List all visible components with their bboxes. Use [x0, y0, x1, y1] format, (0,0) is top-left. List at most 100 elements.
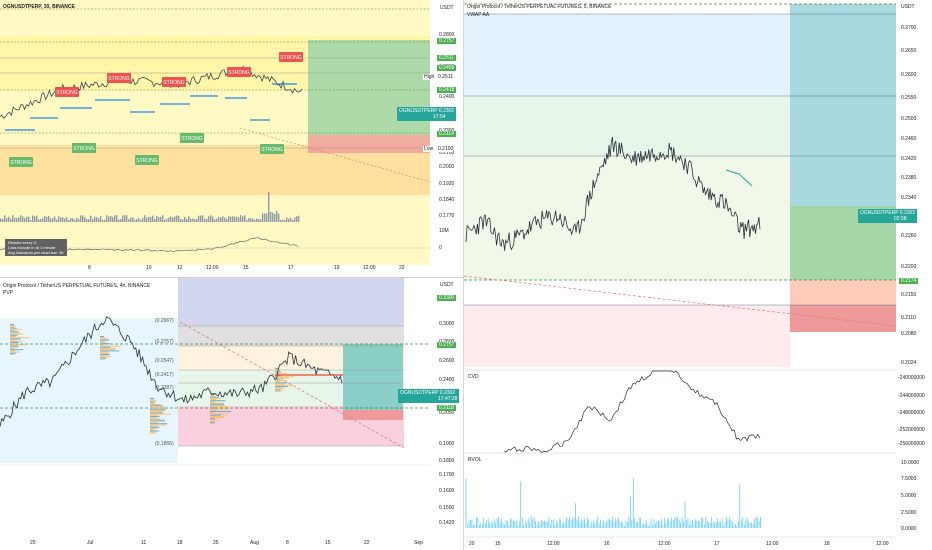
volume-bar — [258, 219, 260, 222]
volume-bar — [184, 216, 186, 222]
volume-bar — [28, 216, 30, 222]
profile-bar — [100, 351, 109, 353]
axis-currency: USDT — [901, 4, 915, 10]
profile-bar — [100, 355, 109, 357]
volume-bar — [164, 219, 166, 222]
volume-bar — [188, 216, 190, 222]
profile-bar — [150, 424, 167, 426]
profile-bar — [100, 342, 107, 343]
profile-bar — [275, 386, 288, 387]
volume-bar — [116, 215, 118, 222]
profile-bar — [210, 419, 218, 421]
volume-bar — [14, 217, 16, 222]
profile-bar — [210, 405, 225, 406]
profile-bar — [10, 330, 16, 331]
volume-bar — [160, 216, 162, 222]
cvd-line — [503, 370, 761, 453]
volume-bar — [0, 218, 2, 222]
profile-bar — [210, 400, 226, 402]
price-axis-tag: 0.2511 — [437, 55, 456, 61]
volume-bar — [62, 217, 64, 222]
price-axis-tag: 0.2757 — [437, 342, 457, 348]
price-tick: 0.2110 — [901, 315, 916, 321]
price-axis-tag: 0.2757 — [437, 38, 457, 44]
rvol-tick: 7.5000 — [901, 476, 917, 482]
cvd-tick: -240000000 — [898, 375, 925, 381]
profile-bar — [275, 376, 295, 378]
profile-bar — [100, 349, 115, 351]
time-tick: 12:00 — [876, 541, 889, 547]
time-tick: 15 — [495, 541, 501, 547]
price-axis-tag: 0.2418 — [437, 87, 457, 93]
volume-bar — [270, 211, 272, 222]
strong-buy-text: STRONG — [136, 158, 158, 164]
profile-bar — [210, 411, 232, 412]
volume-bar — [82, 215, 84, 222]
price-tick: 0.2650 — [901, 48, 917, 54]
volume-bar — [268, 192, 270, 222]
price-axis-tag: 0.2458 — [437, 65, 457, 71]
time-tick: 22 — [399, 265, 405, 271]
volume-bar — [148, 216, 150, 222]
volume-bar — [292, 219, 294, 222]
info-line: Loss include in at 1 minute — [8, 245, 56, 250]
price-tag-symbol: OGNUSDTPERP — [399, 108, 438, 114]
profile-bar — [100, 340, 105, 342]
profile-bar — [10, 340, 23, 342]
profile-bar — [150, 416, 160, 417]
top-left-chart[interactable]: STRONG STRONG STRONG STRONG STRONG STRONG STR… — [0, 0, 463, 277]
bottom-left-chart[interactable]: Origin Protocol / TetherUS PERPETUAL FUT… — [0, 278, 463, 550]
price-tag-time: 17:54 — [433, 114, 446, 120]
volume-bar — [112, 217, 114, 222]
price-tag-time: 02:58 — [894, 216, 907, 222]
price-tick: 0.2700 — [901, 25, 917, 31]
volume-bar — [144, 215, 146, 222]
volume-bar — [254, 219, 256, 222]
volume-bar — [6, 218, 8, 222]
right-chart[interactable]: Origin Protocol / TetherUS PERPETUAL FUT… — [464, 0, 932, 550]
volume-bar — [70, 218, 72, 222]
volume-bar — [264, 213, 266, 222]
panel-divider-horizontal[interactable] — [0, 277, 463, 278]
volume-bar — [294, 217, 296, 222]
volume-bar — [106, 215, 108, 222]
profile-bar — [150, 405, 163, 407]
volume-profile — [10, 324, 295, 434]
profile-bar — [150, 412, 163, 414]
rvol-tick: 0.0000 — [901, 526, 917, 532]
profile-bar — [210, 415, 225, 417]
strong-sell-text: STRONG — [108, 76, 130, 82]
volume-bar — [180, 219, 182, 222]
profile-bar — [210, 413, 230, 415]
indicator-name: VWAP AA — [467, 12, 490, 18]
price-tick: 0.2380 — [901, 175, 917, 181]
price-axis-tag: 0.2174 — [899, 278, 919, 284]
price-tick: 0.2260 — [901, 233, 917, 239]
volume-bar — [166, 218, 168, 222]
panel-divider-vertical[interactable] — [463, 0, 464, 550]
volume-bar — [36, 215, 38, 222]
volume-bar — [90, 215, 92, 222]
time-tick: 15 — [243, 265, 249, 271]
volume-bar — [224, 217, 226, 222]
strong-buy-text: STRONG — [181, 136, 203, 142]
profile-bar — [210, 406, 229, 408]
profile-bar — [100, 337, 105, 339]
price-tick: 0.2050 — [439, 410, 455, 416]
volume-bar — [98, 218, 100, 222]
profile-bar — [210, 417, 224, 418]
volume-bar — [218, 216, 220, 222]
time-tick: 20 — [469, 541, 475, 547]
profile-bar — [10, 354, 15, 355]
time-tick: 20 — [30, 540, 36, 546]
strong-sell-text: STRONG — [56, 90, 78, 96]
profile-bar — [10, 332, 21, 334]
strong-buy-tag — [72, 143, 96, 153]
current-price-tag: OGNUSDTPERP 0.2302 17:54 — [397, 107, 457, 121]
price-axis-tag: 0.2118 — [437, 405, 456, 411]
volume-bar — [40, 218, 42, 222]
indicator-info-box: Results every G Loss include in at 1 min… — [5, 239, 67, 256]
profile-bar — [100, 336, 104, 337]
volume-bar — [56, 219, 58, 222]
volume-bar — [134, 219, 136, 222]
